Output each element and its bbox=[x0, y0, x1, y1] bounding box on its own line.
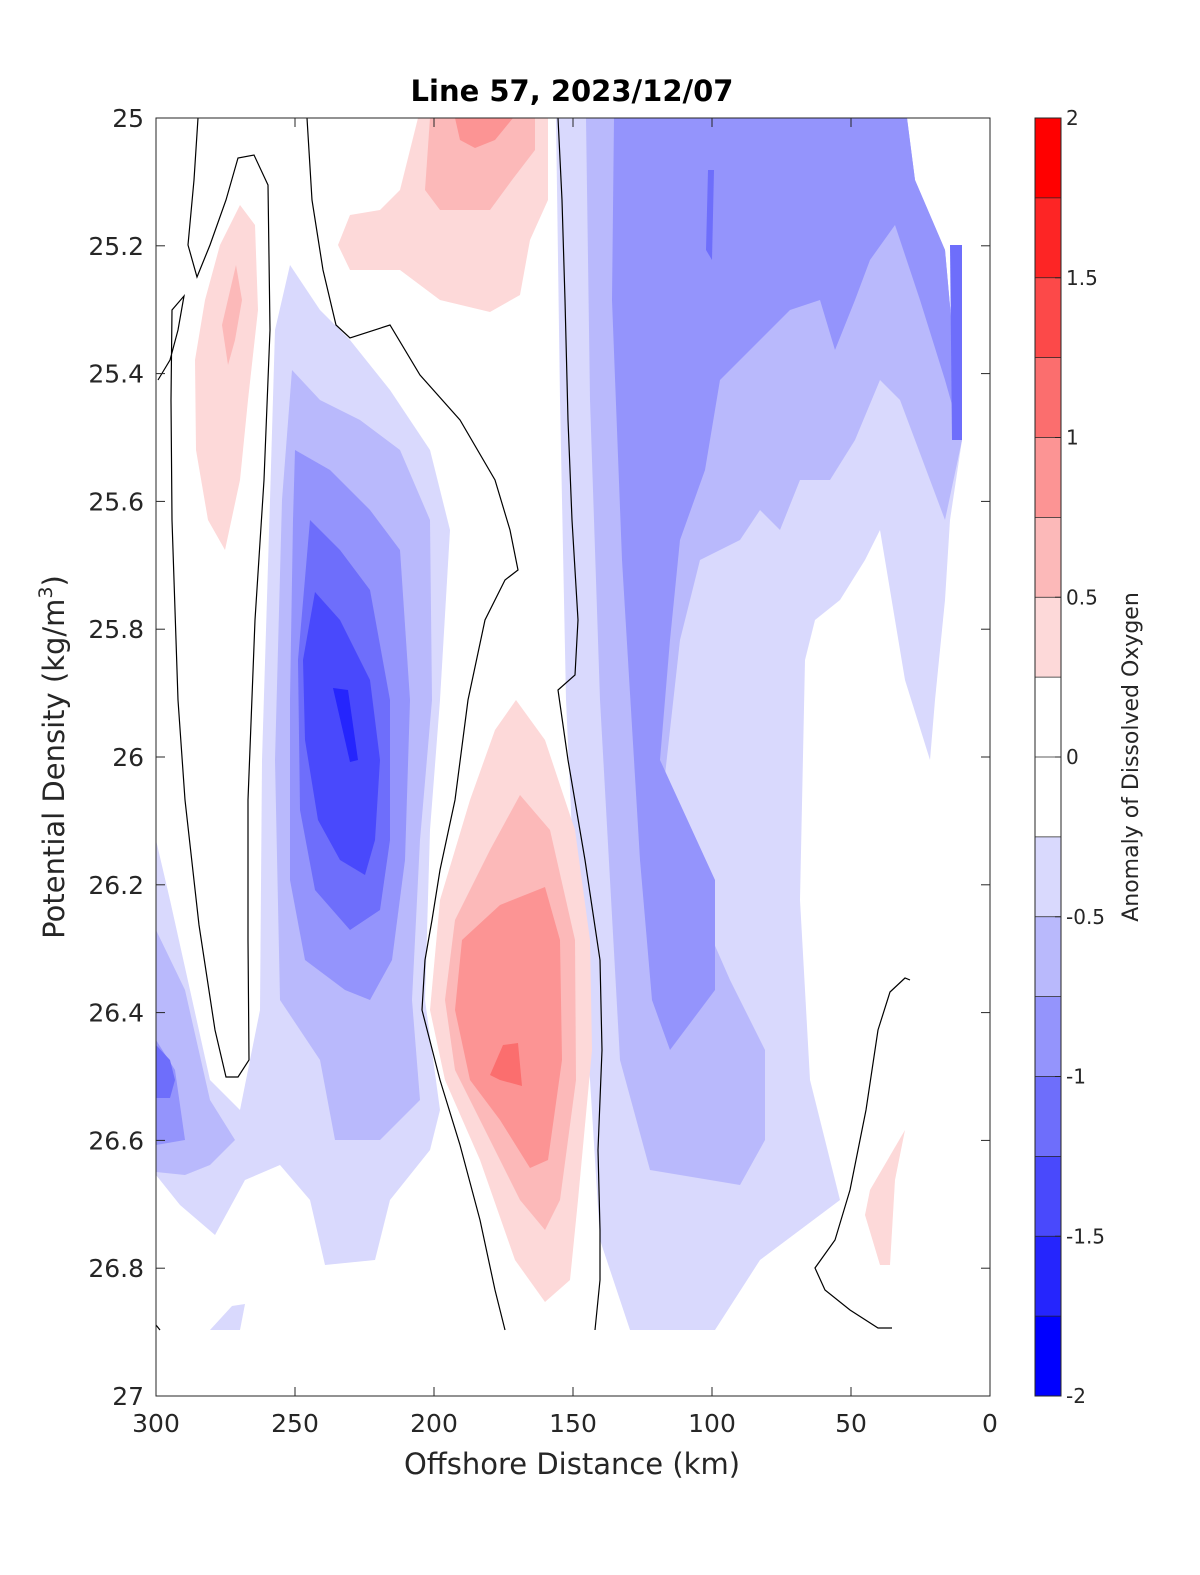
contour-region-neg10 bbox=[303, 592, 380, 875]
y-axis-title-end: ) bbox=[37, 575, 71, 586]
colorbar-tick-label: -1 bbox=[1066, 1065, 1086, 1089]
contour-region-pos9 bbox=[222, 265, 242, 365]
contour-region-pos6 bbox=[425, 118, 535, 210]
contour-region-neg5 bbox=[950, 245, 962, 440]
x-tick-label: 0 bbox=[982, 1409, 998, 1438]
colorbar-tick-label: 0 bbox=[1066, 745, 1079, 769]
y-tick-label: 25.6 bbox=[88, 487, 144, 516]
colorbar-band bbox=[1035, 437, 1061, 518]
colorbar: 2 1.5 1 0.5 0 -0.5 -1 -1.5 -2 bbox=[1034, 106, 1105, 1408]
colorbar-tick-label: 0.5 bbox=[1066, 585, 1098, 609]
colorbar-tick-label: -2 bbox=[1066, 1384, 1086, 1408]
contour-region-pos7 bbox=[455, 118, 513, 148]
zero-contour-4 bbox=[814, 977, 911, 1329]
x-tick-label: 300 bbox=[132, 1409, 180, 1438]
zero-contour-5 bbox=[156, 1324, 161, 1331]
colorbar-band bbox=[1035, 197, 1061, 279]
colorbar-tick-label: 2 bbox=[1066, 106, 1079, 130]
x-tick-label: 100 bbox=[688, 1409, 736, 1438]
colorbar-band bbox=[1035, 677, 1061, 758]
x-tick-label: 250 bbox=[271, 1409, 319, 1438]
y-tick-label: 26.2 bbox=[88, 871, 144, 900]
x-axis-title: Offshore Distance (km) bbox=[404, 1447, 740, 1481]
y-tick-label: 25.8 bbox=[88, 615, 144, 644]
x-tick-label: 150 bbox=[549, 1409, 597, 1438]
y-axis-title-main: Potential Density (kg/m bbox=[37, 599, 71, 939]
zero-contour-lines bbox=[156, 118, 911, 1331]
colorbar-tick-label: -0.5 bbox=[1066, 905, 1105, 929]
contour-region-pos8 bbox=[195, 205, 258, 550]
colorbar-band bbox=[1035, 836, 1061, 918]
x-axis: 300 250 200 150 100 50 0 bbox=[132, 118, 998, 1438]
zero-contour-2 bbox=[306, 118, 519, 1331]
y-axis: 25 25.2 25.4 25.6 25.8 26 26.2 26.4 26.6 26.8 27 bbox=[88, 104, 990, 1411]
y-tick-label: 26.4 bbox=[88, 999, 144, 1028]
y-tick-label: 25.4 bbox=[88, 360, 144, 389]
colorbar-band bbox=[1035, 1156, 1061, 1237]
contour-region-neg15 bbox=[210, 1304, 245, 1330]
colorbar-tick-label: 1.5 bbox=[1066, 266, 1098, 290]
x-tick-label: 200 bbox=[410, 1409, 458, 1438]
colorbar-tick-label: 1 bbox=[1066, 426, 1079, 450]
x-tick-label: 50 bbox=[835, 1409, 867, 1438]
zero-contour-1 bbox=[157, 118, 271, 1078]
contour-fill-layer bbox=[156, 118, 962, 1330]
contour-region-neg3 bbox=[612, 118, 962, 1050]
contour-region-pos4 bbox=[490, 1043, 522, 1086]
y-tick-label: 25 bbox=[112, 104, 144, 133]
colorbar-band bbox=[1035, 597, 1061, 678]
chart-title: Line 57, 2023/12/07 bbox=[411, 74, 734, 108]
colorbar-band bbox=[1035, 517, 1061, 598]
colorbar-band bbox=[1035, 996, 1061, 1077]
colorbar-band bbox=[1035, 1076, 1061, 1157]
y-axis-title-sup: 3 bbox=[35, 586, 57, 598]
contour-region-neg11 bbox=[333, 688, 358, 762]
zero-contour-3 bbox=[557, 118, 603, 1331]
contour-region-pos10 bbox=[865, 1130, 905, 1265]
colorbar-band bbox=[1035, 916, 1061, 998]
y-tick-label: 27 bbox=[112, 1382, 144, 1411]
colorbar-tick-label: -1.5 bbox=[1066, 1224, 1105, 1248]
contour-region-pos3 bbox=[455, 887, 562, 1168]
colorbar-band bbox=[1035, 1236, 1061, 1317]
y-tick-label: 26.6 bbox=[88, 1126, 144, 1155]
y-axis-title: Potential Density (kg/m3) bbox=[35, 575, 71, 939]
y-tick-label: 26.8 bbox=[88, 1254, 144, 1283]
contour-region-neg4 bbox=[706, 170, 714, 260]
y-tick-label: 25.2 bbox=[88, 232, 144, 261]
colorbar-band bbox=[1035, 118, 1061, 199]
y-tick-label: 26 bbox=[112, 743, 144, 772]
colorbar-band bbox=[1035, 357, 1061, 438]
contour-region-neg14 bbox=[156, 1045, 175, 1098]
colorbar-band bbox=[1035, 277, 1061, 359]
colorbar-band bbox=[1035, 757, 1061, 838]
colorbar-band bbox=[1035, 1316, 1061, 1397]
colorbar-title: Anomaly of Dissolved Oxygen bbox=[1119, 592, 1144, 922]
